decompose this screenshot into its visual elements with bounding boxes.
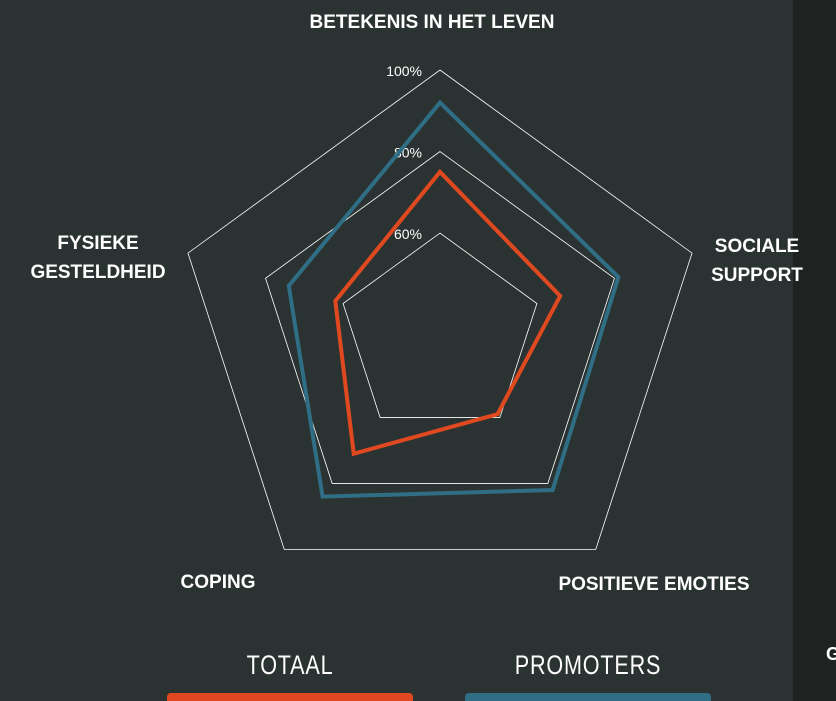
axis-label: SOCIALE SUPPORT [711, 236, 803, 286]
grid-pentagon [187, 69, 693, 550]
axis-label: COPING [180, 572, 256, 593]
axis-label: POSITIEVE EMOTIES [558, 574, 750, 595]
cut-off-label: G [825, 644, 836, 664]
series-line [333, 168, 563, 457]
axis-label: FYSIEKE GESTELDHEID [30, 233, 166, 283]
side-panel [793, 0, 836, 701]
legend-swatch [167, 693, 413, 701]
r-tick-label: 60% [394, 226, 422, 242]
grid-pentagon [342, 232, 538, 418]
axis-label: BETEKENIS IN HET LEVEN [309, 12, 555, 33]
legend-swatch [465, 693, 711, 701]
r-tick-label: 100% [386, 63, 422, 79]
legend-label: TOTAAL [246, 650, 334, 680]
legend-label: PROMOTERS [514, 650, 662, 680]
grid-pentagon [265, 151, 615, 484]
series-line [286, 99, 621, 499]
